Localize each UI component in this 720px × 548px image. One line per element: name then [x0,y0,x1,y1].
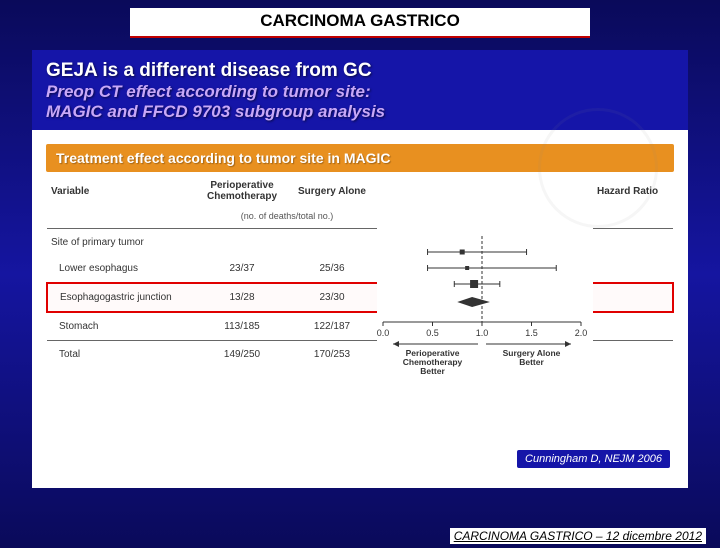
svg-text:0.5: 0.5 [426,328,439,338]
section-label: Site of primary tumor [47,229,377,256]
col-variable: Variable [47,178,197,204]
headline-2: Preop CT effect according to tumor site: [46,82,674,102]
row-pc: 13/28 [197,283,287,312]
svg-text:Better: Better [519,357,544,367]
row-pc: 23/37 [197,256,287,283]
page-title: CARCINOMA GASTRICO [130,8,590,38]
total-label: Total [47,340,197,367]
col-periop: Perioperative Chemotherapy [197,178,287,204]
headline-1: GEJA is a different disease from GC [46,60,674,82]
citation: Cunningham D, NEJM 2006 [517,450,670,468]
svg-text:1.5: 1.5 [525,328,538,338]
svg-text:1.0: 1.0 [476,328,489,338]
forest-plot: 0.00.51.01.52.0PerioperativeChemotherapy… [377,204,587,374]
row-sa: 25/36 [287,256,377,283]
row-label: Esophagogastric junction [47,283,197,312]
row-sa: 23/30 [287,283,377,312]
row-label: Lower esophagus [47,256,197,283]
col-surgery: Surgery Alone [287,178,377,204]
watermark-seal [538,108,658,228]
svg-text:0.0: 0.0 [377,328,389,338]
sub-header: (no. of deaths/total no.) [197,204,377,229]
row-label: Stomach [47,312,197,340]
slide-panel: GEJA is a different disease from GC Preo… [32,50,688,488]
svg-text:2.0: 2.0 [575,328,587,338]
svg-text:Better: Better [420,366,445,374]
row-pc: 113/185 [197,312,287,340]
row-sa: 122/187 [287,312,377,340]
total-pc: 149/250 [197,340,287,367]
total-sa: 170/253 [287,340,377,367]
footer: CARCINOMA GASTRICO – 12 dicembre 2012 [450,528,706,544]
